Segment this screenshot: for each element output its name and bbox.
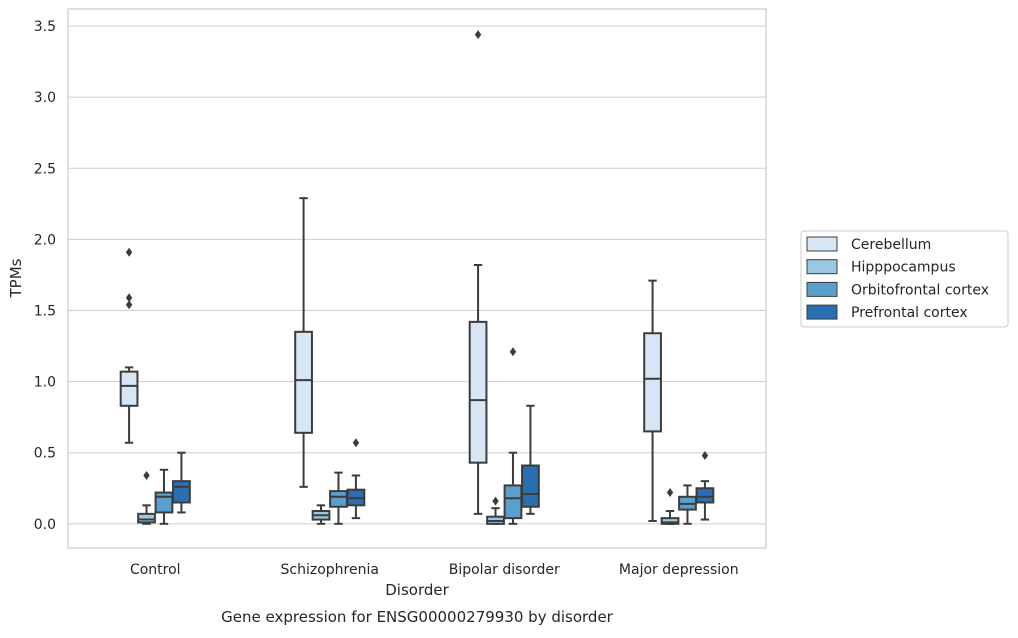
box-body xyxy=(329,490,348,508)
outlier-point xyxy=(701,451,709,461)
legend-label: Prefrontal cortex xyxy=(851,305,968,321)
box-body xyxy=(521,464,540,508)
legend: Cerebellum Hipppocampus Orbitofrontal cort… xyxy=(800,230,1009,328)
box-body xyxy=(503,484,523,520)
grid-layer xyxy=(68,25,766,525)
outlier-point xyxy=(509,347,517,357)
legend-label: Hipppocampus xyxy=(851,260,956,276)
y-tick-label: 1.0 xyxy=(34,375,56,391)
box-1-3 xyxy=(660,488,680,525)
box-2-0 xyxy=(154,468,174,525)
x-tick-label: Bipolar disorder xyxy=(449,562,560,578)
legend-swatch xyxy=(806,259,838,275)
box-1-1 xyxy=(311,504,331,525)
y-tick-labels: 0.0 0.5 1.0 1.5 2.0 2.5 3.0 3.5 xyxy=(34,19,56,533)
box-0-2 xyxy=(468,30,488,515)
box-2-2 xyxy=(503,347,523,525)
y-tick-label: 3.0 xyxy=(34,90,56,106)
chart-caption: Gene expression for ENSG00000279930 by d… xyxy=(221,608,614,626)
box-body xyxy=(172,480,191,504)
box-body xyxy=(695,487,715,504)
box-0-3 xyxy=(643,279,662,522)
box-3-1 xyxy=(346,438,366,520)
x-tick-label: Schizophrenia xyxy=(281,562,379,578)
box-body xyxy=(137,512,156,524)
x-tick-labels: Control Schizophrenia Bipolar disorder Majo… xyxy=(130,562,739,578)
x-tick-label: Major depression xyxy=(619,562,739,578)
box-body xyxy=(643,332,662,433)
y-tick-label: 1.5 xyxy=(34,303,56,319)
y-tick-label: 2.0 xyxy=(34,232,56,248)
legend-label: Orbitofrontal cortex xyxy=(851,282,989,298)
y-tick-label: 0.0 xyxy=(34,517,56,533)
box-body xyxy=(154,491,174,514)
y-tick-label: 3.5 xyxy=(34,19,56,35)
box-layer xyxy=(119,30,715,525)
y-tick-label: 0.5 xyxy=(34,446,56,462)
box-1-2 xyxy=(486,496,505,525)
outlier-point xyxy=(125,247,133,257)
legend-swatch xyxy=(806,281,838,297)
plot-frame xyxy=(67,8,767,549)
x-tick-label: Control xyxy=(130,562,181,578)
x-axis-label: Disorder xyxy=(385,581,449,599)
box-2-3 xyxy=(678,484,697,525)
y-axis-label: TPMs xyxy=(7,258,25,298)
outlier-point xyxy=(125,293,133,303)
legend-items: Cerebellum Hipppocampus Orbitofrontal cort… xyxy=(806,236,989,321)
box-body xyxy=(119,370,139,407)
legend-swatch xyxy=(806,304,838,320)
legend-label: Cerebellum xyxy=(851,237,931,253)
plot-border xyxy=(67,8,767,549)
outlier-point xyxy=(143,470,150,480)
box-1-0 xyxy=(137,470,156,525)
box-body xyxy=(468,320,488,464)
outlier-point xyxy=(666,488,674,498)
outlier-point xyxy=(474,30,482,40)
outlier-point xyxy=(352,438,360,448)
box-3-2 xyxy=(521,404,540,515)
box-0-0 xyxy=(119,247,139,444)
box-0-1 xyxy=(294,197,313,488)
box-body xyxy=(660,517,680,525)
box-3-0 xyxy=(172,451,191,514)
outlier-point xyxy=(125,300,133,310)
box-2-1 xyxy=(329,471,348,525)
outlier-point xyxy=(492,496,499,506)
box-body xyxy=(294,330,313,434)
legend-frame xyxy=(800,230,1009,328)
legend-swatch xyxy=(806,236,838,252)
y-tick-label: 2.5 xyxy=(34,161,56,177)
box-3-3 xyxy=(695,451,715,521)
